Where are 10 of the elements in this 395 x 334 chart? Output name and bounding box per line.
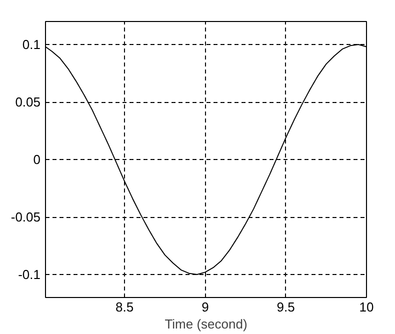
y-tick-label: 0.05 (15, 94, 41, 110)
x-tick-label: 8.5 (116, 300, 134, 314)
x-tick-label: 9.5 (276, 300, 295, 314)
y-tick-label: -0.1 (18, 267, 41, 282)
y-tick-label: 0 (33, 152, 41, 167)
x-axis-title: Time (second) (164, 316, 248, 332)
x-tick-label: 9 (202, 300, 209, 314)
x-tick-label: 10 (359, 300, 374, 314)
y-tick-label: 0.1 (22, 37, 41, 52)
y-tick-label: -0.05 (10, 210, 41, 224)
